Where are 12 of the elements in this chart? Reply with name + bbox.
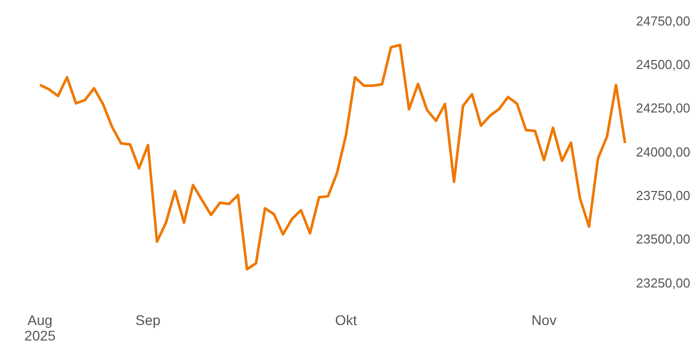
- y-tick-label: 24500,00: [636, 56, 690, 72]
- y-tick-label: 23500,00: [636, 232, 690, 247]
- y-tick-label: 23250,00: [636, 275, 690, 290]
- x-tick-label: Sep: [136, 312, 161, 328]
- y-tick-label: 24750,00: [636, 13, 690, 28]
- y-tick-label: 24000,00: [636, 144, 690, 160]
- x-tick-label: Aug 2025: [24, 312, 56, 344]
- x-tick-label: Okt: [335, 312, 357, 328]
- y-tick-label: 24250,00: [636, 100, 690, 116]
- y-tick-label: 23750,00: [636, 188, 690, 203]
- line-series: [38, 44, 626, 271]
- x-tick-label: Nov: [532, 312, 556, 328]
